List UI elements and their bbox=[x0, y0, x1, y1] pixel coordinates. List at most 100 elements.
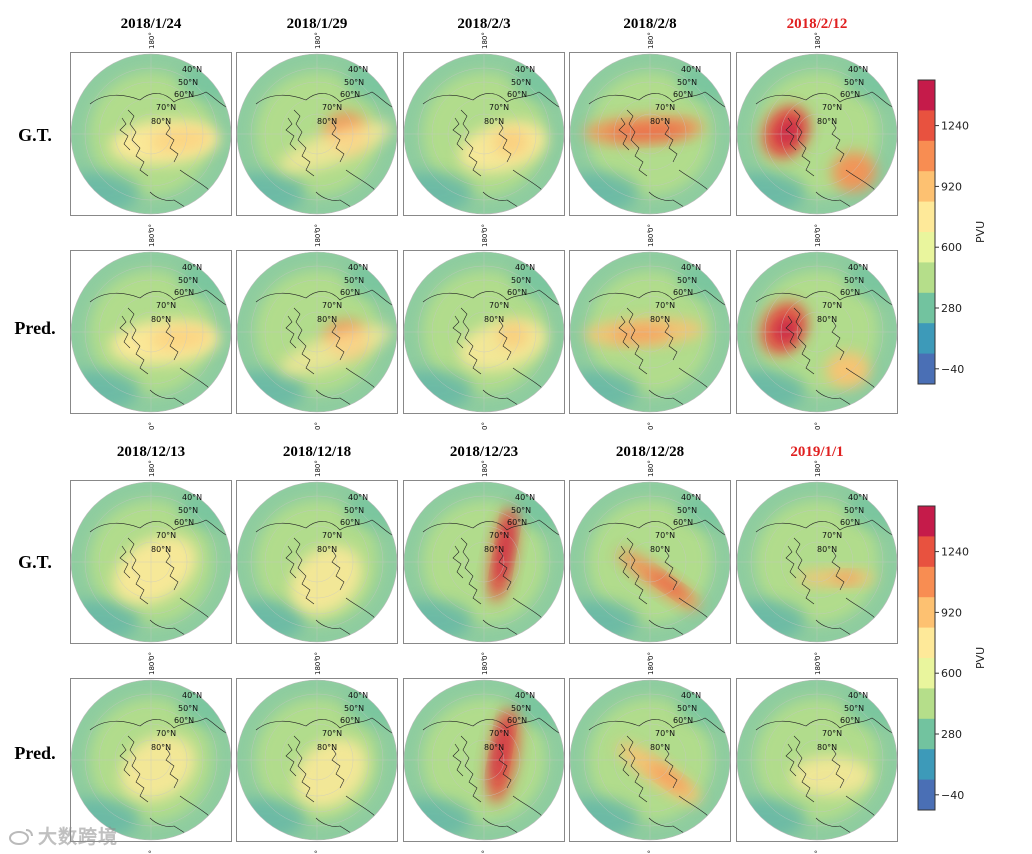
latitude-label: 80°N bbox=[151, 743, 171, 752]
map-panel: 40°N 50°N 60°N 70°N 80°N 180° 0° bbox=[236, 460, 398, 660]
coastline bbox=[452, 117, 464, 151]
longitude-label-bottom: 0° bbox=[148, 224, 156, 232]
latitude-label: 80°N bbox=[151, 545, 171, 554]
latitude-label: 50°N bbox=[344, 506, 364, 515]
colorbar-tick-label: 920 bbox=[941, 606, 962, 619]
latitude-label: 80°N bbox=[317, 315, 337, 324]
latitude-label: 80°N bbox=[484, 743, 504, 752]
latitude-label: 80°N bbox=[317, 743, 337, 752]
coastline bbox=[127, 537, 149, 605]
coastline bbox=[293, 537, 315, 605]
coastline bbox=[785, 315, 797, 349]
latitude-label: 70°N bbox=[655, 301, 675, 310]
latitude-label: 80°N bbox=[317, 545, 337, 554]
latitude-label: 60°N bbox=[840, 518, 860, 527]
latitude-label: 70°N bbox=[489, 729, 509, 738]
coastline bbox=[755, 289, 895, 307]
latitude-label: 40°N bbox=[182, 65, 202, 74]
coastline bbox=[626, 537, 648, 605]
longitude-label-top: 180° bbox=[481, 460, 489, 477]
latitude-label: 40°N bbox=[848, 493, 868, 502]
watermark: 大数跨境 bbox=[8, 822, 118, 849]
pv-anomaly bbox=[279, 121, 393, 173]
colorbar-tick-label: −40 bbox=[941, 363, 964, 376]
map-panel: 40°N 50°N 60°N 70°N 80°N 180° 0° bbox=[569, 230, 731, 430]
coastline bbox=[165, 319, 179, 361]
colorbar-segment bbox=[918, 597, 935, 629]
pv-anomaly bbox=[611, 325, 671, 343]
date-label: 2018/1/29 bbox=[286, 16, 348, 32]
map-panel: 40°N 50°N 60°N 70°N 80°N 180° 0° bbox=[569, 32, 731, 232]
coastline bbox=[626, 109, 648, 177]
coastline bbox=[618, 545, 630, 579]
latitude-label: 50°N bbox=[178, 704, 198, 713]
coastline bbox=[755, 717, 895, 735]
coastline bbox=[793, 109, 815, 177]
coastline bbox=[119, 315, 131, 349]
colorbar-segment bbox=[918, 688, 935, 720]
colorbar-segment bbox=[918, 140, 935, 172]
latitude-label: 50°N bbox=[178, 506, 198, 515]
coastline bbox=[626, 307, 648, 375]
colorbar-segment bbox=[918, 292, 935, 324]
coastline bbox=[618, 315, 630, 349]
longitude-label-bottom: 0° bbox=[481, 422, 489, 430]
pv-anomaly bbox=[113, 535, 197, 605]
longitude-label-bottom: 0° bbox=[314, 224, 322, 232]
longitude-label-bottom: 0° bbox=[148, 850, 156, 854]
coastline bbox=[498, 319, 512, 361]
date-label: 2018/2/8 bbox=[623, 16, 677, 32]
coastline bbox=[498, 549, 512, 591]
latitude-label: 70°N bbox=[655, 103, 675, 112]
coastline bbox=[664, 121, 678, 163]
pv-anomaly bbox=[791, 756, 871, 796]
coastline bbox=[793, 307, 815, 375]
latitude-label: 80°N bbox=[484, 545, 504, 554]
pv-anomaly bbox=[294, 738, 368, 808]
coastline bbox=[831, 319, 845, 361]
coastline bbox=[831, 549, 845, 591]
coastline bbox=[626, 735, 648, 803]
latitude-label: 40°N bbox=[182, 691, 202, 700]
latitude-label: 70°N bbox=[322, 729, 342, 738]
date-label: 2018/12/18 bbox=[282, 444, 352, 460]
latitude-label: 40°N bbox=[681, 65, 701, 74]
colorbar-tick-label: 1240 bbox=[941, 120, 969, 133]
longitude-label-bottom: 0° bbox=[314, 422, 322, 430]
latitude-label: 80°N bbox=[650, 315, 670, 324]
latitude-label: 50°N bbox=[844, 276, 864, 285]
longitude-label-top: 180° bbox=[148, 32, 156, 49]
date-label: 2018/2/12 bbox=[786, 16, 848, 32]
date-label: 2019/1/1 bbox=[790, 444, 844, 460]
longitude-label-bottom: 0° bbox=[814, 422, 822, 430]
coastline bbox=[89, 519, 229, 537]
latitude-label: 60°N bbox=[507, 90, 527, 99]
longitude-label-top: 180° bbox=[148, 230, 156, 247]
longitude-label-top: 180° bbox=[814, 32, 822, 49]
latitude-label: 40°N bbox=[681, 263, 701, 272]
coastline bbox=[285, 117, 297, 151]
colorbar-segment bbox=[918, 718, 935, 750]
colorbar-unit: PVU bbox=[974, 221, 987, 243]
row-label: Pred. bbox=[14, 743, 56, 763]
latitude-label: 40°N bbox=[348, 65, 368, 74]
latitude-label: 80°N bbox=[650, 545, 670, 554]
coastline bbox=[119, 743, 131, 777]
map-panel: 40°N 50°N 60°N 70°N 80°N 180° 0° bbox=[736, 460, 898, 660]
map-panel: 40°N 50°N 60°N 70°N 80°N 180° 0° bbox=[569, 460, 731, 660]
longitude-label-bottom: 0° bbox=[814, 224, 822, 232]
weibo-logo-icon bbox=[9, 829, 33, 845]
coastline bbox=[331, 121, 345, 163]
coastline bbox=[293, 735, 315, 803]
colorbar-tick-label: 920 bbox=[941, 180, 962, 193]
latitude-label: 70°N bbox=[322, 531, 342, 540]
latitude-label: 60°N bbox=[840, 716, 860, 725]
latitude-label: 50°N bbox=[178, 276, 198, 285]
latitude-label: 50°N bbox=[178, 78, 198, 87]
latitude-label: 70°N bbox=[156, 301, 176, 310]
coastline bbox=[452, 743, 464, 777]
latitude-label: 50°N bbox=[677, 506, 697, 515]
longitude-label-top: 180° bbox=[314, 32, 322, 49]
latitude-label: 40°N bbox=[515, 65, 535, 74]
pv-anomaly bbox=[649, 570, 689, 600]
